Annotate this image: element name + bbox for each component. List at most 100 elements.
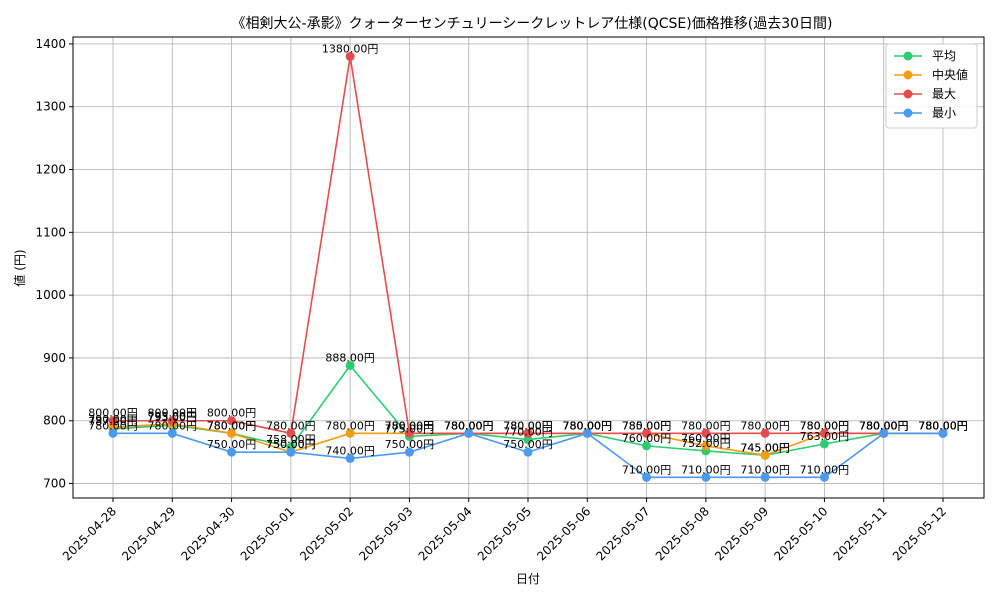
- x-tick-label: 2025-05-06: [534, 504, 593, 563]
- legend-label: 平均: [932, 49, 956, 63]
- data-label: 780.00円: [444, 419, 494, 432]
- data-label: 780.00円: [563, 419, 613, 432]
- data-label: 780.00円: [563, 419, 613, 432]
- data-label: 780.00円: [918, 419, 968, 432]
- data-point: [819, 439, 829, 449]
- data-label: 760.00円: [622, 432, 672, 445]
- chart-title: 《相剣大公-承影》クォーターセンチュリーシークレットレア仕様(QCSE)価格推移…: [232, 16, 833, 32]
- y-tick-label: 1100: [35, 225, 66, 239]
- data-label: 1380.00円: [322, 42, 379, 55]
- data-label: 780.00円: [503, 419, 553, 432]
- data-point: [701, 428, 711, 438]
- data-point: [938, 428, 948, 438]
- y-tick-label: 900: [43, 351, 66, 365]
- data-label: 780.00円: [859, 419, 909, 432]
- data-label: 780.00円: [859, 419, 909, 432]
- x-tick-label: 2025-05-12: [890, 504, 949, 563]
- legend-swatch-marker: [903, 108, 913, 118]
- data-label: 780.00円: [444, 419, 494, 432]
- data-label: 888.00円: [325, 351, 375, 364]
- legend-label: 中央値: [932, 67, 968, 82]
- data-label: 780.00円: [800, 419, 850, 432]
- data-label: 750.00円: [503, 438, 553, 451]
- data-label: 780.00円: [859, 419, 909, 432]
- data-point: [523, 435, 533, 445]
- data-point: [286, 447, 296, 457]
- data-point: [227, 416, 237, 426]
- data-labels: 787.00円 793.00円780.00円758.00円888.00円775.0…: [88, 42, 968, 476]
- data-label: 780.00円: [918, 419, 968, 432]
- legend-label: 最小: [932, 106, 956, 120]
- data-label: 800.00円: [88, 407, 138, 420]
- data-label: 780.00円: [740, 419, 790, 432]
- data-label: 745.00円: [740, 441, 790, 454]
- data-point: [227, 447, 237, 457]
- data-point: [108, 422, 118, 432]
- x-axis: 2025-04-28 2025-04-29 2025-04-30 2025-05-01…: [60, 498, 949, 563]
- y-tick-label: 800: [43, 414, 66, 428]
- data-point: [108, 416, 118, 426]
- legend-swatch-marker: [903, 89, 913, 99]
- x-tick-label: 2025-05-01: [238, 504, 297, 563]
- data-label: 800.00円: [148, 407, 198, 420]
- x-tick-label: 2025-05-04: [416, 504, 475, 563]
- data-label: 780.00円: [385, 419, 435, 432]
- data-point: [760, 450, 770, 460]
- data-label: 750.00円: [266, 438, 316, 451]
- y-axis-label: 値 (円): [12, 249, 27, 286]
- data-label: 750.00円: [385, 438, 435, 451]
- legend-label: 最大: [932, 87, 956, 101]
- data-label: 780.00円: [385, 419, 435, 432]
- data-label: 790.00円: [88, 413, 138, 426]
- data-point: [701, 472, 711, 482]
- data-label: 740.00円: [325, 444, 375, 457]
- x-tick-label: 2025-04-28: [60, 504, 119, 563]
- data-label: 780.00円: [444, 419, 494, 432]
- y-tick-label: 1000: [35, 288, 66, 302]
- data-point: [345, 428, 355, 438]
- data-label: 750.00円: [207, 438, 257, 451]
- y-tick-label: 1200: [35, 163, 66, 177]
- data-point: [760, 428, 770, 438]
- grid-lines: [73, 37, 984, 498]
- data-point: [286, 428, 296, 438]
- data-label: 780.00円: [325, 419, 375, 432]
- x-tick-label: 2025-05-10: [771, 504, 830, 563]
- y-axis: 700 800 900 1000 1100 1200 1300 1400: [35, 37, 73, 491]
- y-tick-label: 1400: [35, 37, 66, 51]
- legend-box: [885, 43, 978, 129]
- x-tick-label: 2025-05-07: [593, 504, 652, 563]
- data-point: [582, 428, 592, 438]
- x-axis-label: 日付: [516, 572, 540, 586]
- data-point: [404, 447, 414, 457]
- data-label: 752.00円: [681, 437, 731, 450]
- data-point: [404, 428, 414, 438]
- x-tick-label: 2025-05-09: [712, 504, 771, 563]
- data-point: [819, 472, 829, 482]
- data-label: 710.00円: [622, 463, 672, 476]
- x-tick-label: 2025-05-05: [475, 504, 534, 563]
- data-label: 787.00円: [88, 415, 138, 428]
- data-point: [819, 428, 829, 438]
- data-label: 785.00円: [622, 419, 672, 432]
- data-point: [464, 428, 474, 438]
- data-label: 780.00円: [918, 419, 968, 432]
- data-label: 780.00円: [859, 419, 909, 432]
- data-label: 780.00円: [148, 419, 198, 432]
- y-tick-label: 1300: [35, 100, 66, 114]
- data-label: 770.00円: [503, 426, 553, 439]
- x-tick-label: 2025-05-03: [356, 504, 415, 563]
- data-label: 780.00円: [622, 419, 672, 432]
- data-label: 763.00円: [800, 430, 850, 443]
- legend-swatch-marker: [903, 51, 913, 61]
- data-point: [345, 453, 355, 463]
- data-point: [167, 416, 177, 426]
- data-label: 780.00円: [800, 419, 850, 432]
- series-layer: [108, 51, 948, 482]
- data-point: [642, 472, 652, 482]
- data-point: [701, 441, 711, 451]
- data-label: 780.00円: [563, 419, 613, 432]
- data-point: [642, 428, 652, 438]
